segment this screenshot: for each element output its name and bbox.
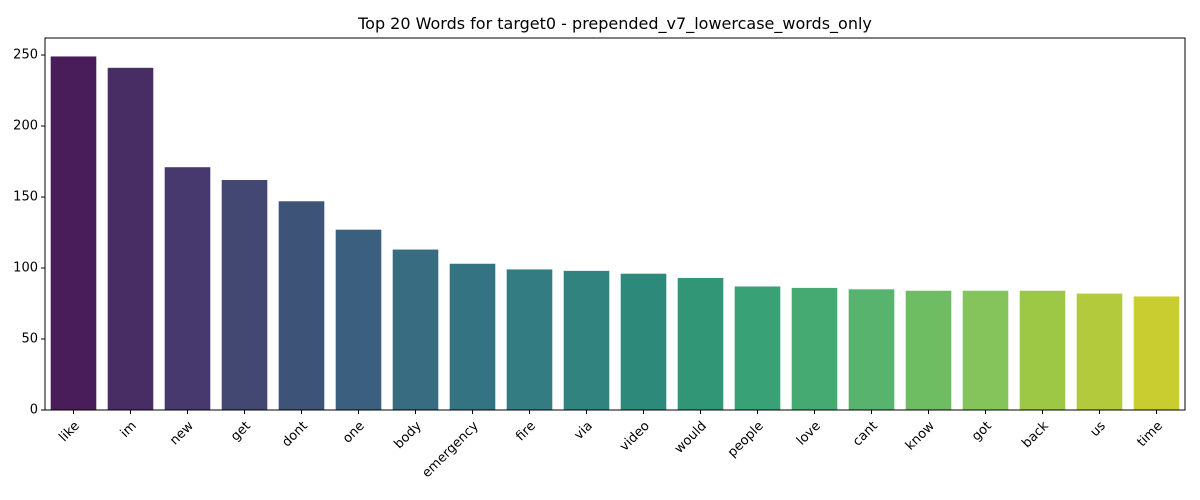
x-tick-label-one: one <box>340 419 368 447</box>
y-tick-label: 0 <box>30 403 38 418</box>
bars-group <box>50 56 1180 411</box>
x-tick-label-video: video <box>617 419 653 455</box>
bar-via <box>563 270 610 410</box>
y-tick-label: 150 <box>13 190 38 205</box>
bar-fire <box>506 269 553 410</box>
x-tick-label-body: body <box>391 418 425 452</box>
bar-people <box>734 286 781 410</box>
bar-get <box>221 179 268 410</box>
y-ticks-group: 0 50 100 150 200 250 <box>13 48 45 418</box>
x-tick-label-love: love <box>794 419 824 449</box>
x-tick-label-cant: cant <box>850 419 881 450</box>
axes-group <box>44 37 1186 411</box>
x-tick-label-get: get <box>228 419 254 445</box>
bar-im <box>107 67 154 410</box>
x-tick-label-would: would <box>672 419 710 457</box>
bar-got <box>962 290 1009 410</box>
bar-emergency <box>449 263 496 410</box>
chart-title: Top 20 Words for target0 - prepended_v7_… <box>357 14 872 34</box>
bar-video <box>620 273 667 410</box>
bar-body <box>392 249 439 410</box>
x-tick-label-people: people <box>725 419 767 461</box>
x-tick-label-time: time <box>1134 419 1165 450</box>
bar-would <box>677 277 724 410</box>
x-tick-label-us: us <box>1088 419 1109 440</box>
bar-us <box>1076 293 1123 410</box>
x-tick-label-im: im <box>118 419 140 441</box>
bar-love <box>791 287 838 410</box>
x-tick-label-back: back <box>1019 418 1052 451</box>
x-tick-label-like: like <box>56 419 82 445</box>
x-tick-label-via: via <box>572 419 596 443</box>
y-tick-label: 250 <box>13 48 38 63</box>
plot-frame <box>44 37 1186 411</box>
bar-like <box>50 56 97 411</box>
x-tick-label-dont: dont <box>279 419 310 450</box>
y-tick-label: 200 <box>13 119 38 134</box>
bar-back <box>1019 290 1066 410</box>
bar-dont <box>278 201 325 410</box>
bar-know <box>905 290 952 410</box>
x-tick-label-got: got <box>969 419 995 445</box>
bar-cant <box>848 289 895 410</box>
x-tick-label-emergency: emergency <box>420 418 483 481</box>
bar-one <box>335 229 382 410</box>
y-tick-label: 50 <box>21 332 38 347</box>
x-tick-label-new: new <box>167 418 197 448</box>
bar-new <box>164 167 211 410</box>
bar-time <box>1133 296 1180 410</box>
x-tick-label-know: know <box>903 418 938 453</box>
x-tick-label-fire: fire <box>513 419 539 445</box>
y-tick-label: 100 <box>13 261 38 276</box>
